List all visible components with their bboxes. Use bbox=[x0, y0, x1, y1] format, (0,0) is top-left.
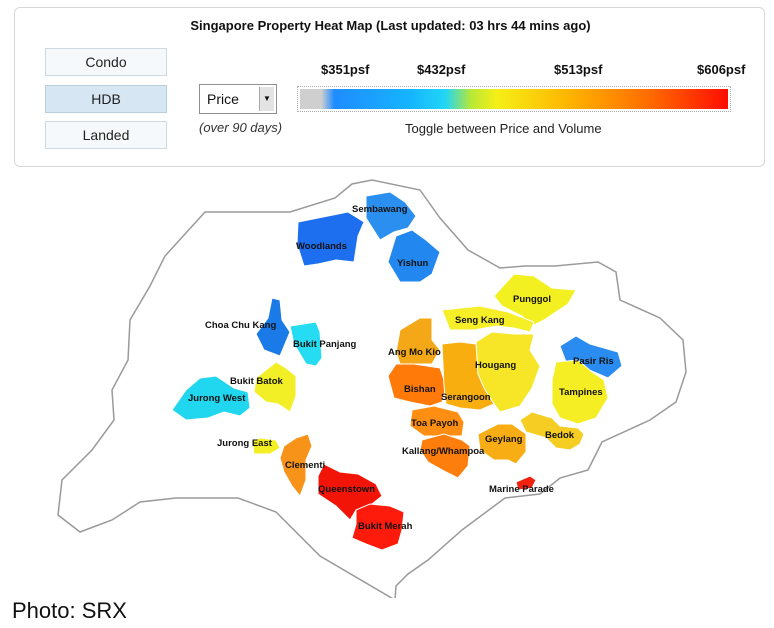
region-seng-kang[interactable] bbox=[441, 305, 535, 333]
color-scale-bar bbox=[300, 89, 728, 109]
label-jurong-west: Jurong West bbox=[188, 393, 246, 404]
region-geylang[interactable] bbox=[477, 423, 527, 465]
label-pasir-ris: Pasir Ris bbox=[573, 356, 614, 367]
color-scale[interactable] bbox=[297, 86, 731, 112]
photo-credit: Photo: SRX bbox=[12, 598, 127, 623]
legend-tick-3: $513psf bbox=[554, 62, 603, 77]
label-kallang-whampoa: Kallang/Whampoa bbox=[402, 446, 485, 457]
region-punggol[interactable] bbox=[493, 273, 577, 327]
region-marine-parade[interactable] bbox=[515, 475, 537, 491]
label-queenstown: Queenstown bbox=[318, 484, 375, 495]
label-sembawang: Sembawang bbox=[352, 204, 408, 215]
singapore-map: Sembawang Woodlands Yishun Punggol Seng … bbox=[57, 179, 687, 598]
tab-hdb[interactable]: HDB bbox=[45, 85, 167, 113]
region-tampines[interactable] bbox=[551, 359, 609, 425]
label-hougang: Hougang bbox=[475, 360, 516, 371]
region-kallang-whampoa[interactable] bbox=[419, 433, 471, 479]
toggle-hint[interactable]: Toggle between Price and Volume bbox=[405, 121, 602, 136]
metric-select-value: Price bbox=[207, 91, 239, 107]
period-note: (over 90 days) bbox=[199, 120, 283, 135]
metric-select[interactable]: Price ▼ bbox=[199, 84, 277, 114]
region-bishan[interactable] bbox=[387, 363, 447, 407]
label-woodlands: Woodlands bbox=[296, 241, 347, 252]
tab-landed[interactable]: Landed bbox=[45, 121, 167, 149]
label-bukit-merah: Bukit Merah bbox=[358, 521, 413, 532]
label-serangoon: Serangoon bbox=[441, 392, 491, 403]
label-yishun: Yishun bbox=[397, 258, 429, 269]
region-sembawang[interactable] bbox=[365, 191, 417, 241]
region-jurong-east[interactable] bbox=[251, 437, 281, 455]
label-marine-parade: Marine Parade bbox=[489, 484, 554, 495]
label-bedok: Bedok bbox=[545, 430, 575, 441]
label-geylang: Geylang bbox=[485, 434, 523, 445]
legend-tick-max: $606psf bbox=[697, 62, 746, 77]
region-bukit-merah[interactable] bbox=[351, 503, 405, 551]
label-bukit-panjang: Bukit Panjang bbox=[293, 339, 357, 350]
region-bukit-batok[interactable] bbox=[253, 361, 297, 413]
page-title: Singapore Property Heat Map (Last update… bbox=[190, 18, 591, 33]
label-jurong-east: Jurong East bbox=[217, 438, 273, 449]
region-yishun[interactable] bbox=[387, 229, 441, 283]
label-clementi: Clementi bbox=[285, 460, 325, 471]
region-choa-chu-kang[interactable] bbox=[255, 297, 291, 357]
region-bedok[interactable] bbox=[519, 411, 585, 451]
label-toa-payoh: Toa Payoh bbox=[411, 418, 459, 429]
region-toa-payoh[interactable] bbox=[409, 405, 465, 437]
label-bukit-batok: Bukit Batok bbox=[230, 376, 284, 387]
legend-tick-min: $351psf bbox=[321, 62, 370, 77]
region-jurong-west[interactable] bbox=[171, 375, 251, 421]
label-ang-mo-kio: Ang Mo Kio bbox=[388, 347, 441, 358]
label-bishan: Bishan bbox=[404, 384, 436, 395]
region-woodlands[interactable] bbox=[296, 211, 365, 267]
label-seng-kang: Seng Kang bbox=[455, 315, 505, 326]
tab-condo[interactable]: Condo bbox=[45, 48, 167, 76]
region-serangoon[interactable] bbox=[441, 341, 495, 411]
label-choa-chu-kang: Choa Chu Kang bbox=[205, 320, 276, 331]
label-tampines: Tampines bbox=[559, 387, 603, 398]
region-bukit-panjang[interactable] bbox=[289, 321, 323, 367]
chevron-down-icon[interactable]: ▼ bbox=[259, 87, 274, 111]
region-clementi[interactable] bbox=[279, 433, 313, 497]
control-panel: Singapore Property Heat Map (Last update… bbox=[14, 7, 765, 167]
label-punggol: Punggol bbox=[513, 294, 551, 305]
legend-tick-2: $432psf bbox=[417, 62, 466, 77]
